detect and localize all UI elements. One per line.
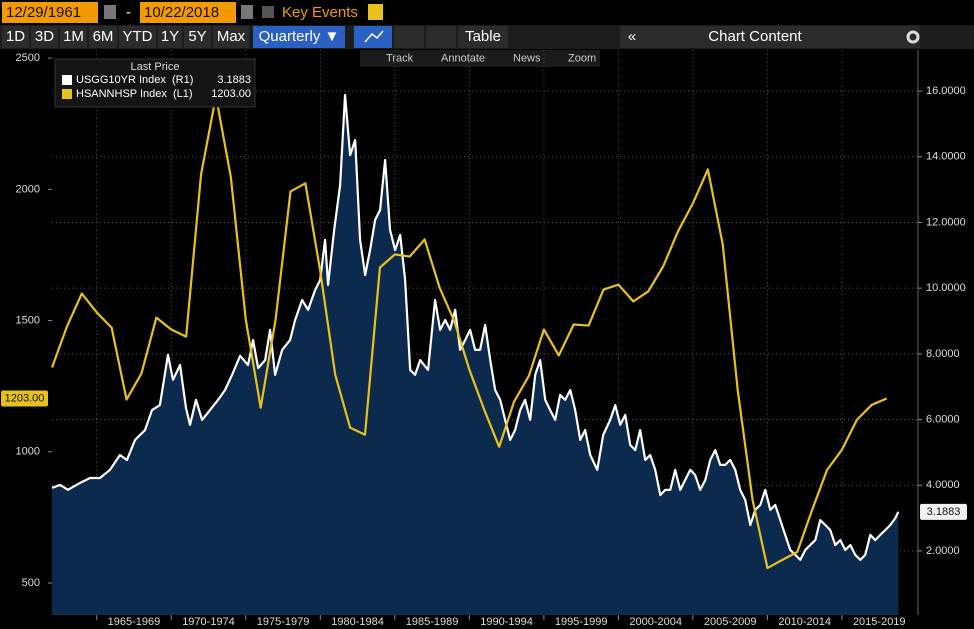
y2-tick-label: 16.0000	[926, 85, 966, 97]
range-button[interactable]	[31, 26, 58, 48]
legend-value: 3.1883	[217, 74, 251, 86]
y-tick-label: 500	[22, 577, 40, 589]
range-button[interactable]	[158, 26, 182, 48]
range-label[interactable]: 1Y	[161, 28, 179, 45]
last-price-tag	[1, 390, 48, 407]
range-label[interactable]: 5Y	[188, 28, 206, 45]
range-label[interactable]: 3D	[35, 28, 54, 45]
last-price-tag	[920, 503, 967, 520]
y2-tick-label: 4.0000	[926, 479, 960, 491]
start-date-box[interactable]	[2, 2, 98, 23]
y-tick-label: 2000	[16, 183, 40, 195]
line-chart-button[interactable]	[354, 26, 392, 48]
y-tick-label: 1500	[16, 314, 40, 326]
x-tick-label: 1980-1984	[331, 616, 384, 628]
area	[52, 95, 899, 615]
frequency-button[interactable]	[253, 26, 345, 48]
tool[interactable]: Zoom	[568, 52, 596, 64]
x-tick-label: 1970-1974	[182, 616, 235, 628]
legend-label: HSANNHSP Index (L1)	[76, 88, 193, 100]
info-icon[interactable]	[368, 4, 383, 20]
y-tick-label: 2500	[16, 52, 40, 64]
collapse[interactable]: «	[628, 28, 636, 45]
legend-swatch	[62, 89, 72, 99]
tools-bar	[360, 50, 600, 67]
range-button[interactable]	[119, 26, 156, 48]
legend-title: Last Price	[131, 61, 180, 73]
range-label[interactable]: 1M	[63, 28, 84, 45]
table-button[interactable]	[458, 26, 508, 48]
x-tick-label: 1975-1979	[257, 616, 310, 628]
range-button[interactable]	[89, 26, 117, 48]
date-separator: -	[126, 4, 131, 21]
last-price-tag-label: 1203.00	[5, 392, 45, 404]
legend-value: 1203.00	[211, 88, 251, 100]
line	[51, 93, 900, 561]
range-label[interactable]: Max	[217, 28, 246, 45]
range-label[interactable]: 6M	[93, 28, 114, 45]
y2-tick-label: 12.0000	[926, 216, 966, 228]
y2-tick-label: 2.0000	[926, 545, 960, 557]
line	[50, 95, 888, 570]
settings-icon[interactable]	[906, 30, 920, 44]
legend	[54, 58, 256, 108]
x-tick-label: 2015-2019	[853, 616, 906, 628]
calendar-icon[interactable]	[104, 5, 116, 19]
y2-tick-label: 10.0000	[926, 282, 966, 294]
range-label[interactable]: 1D	[6, 28, 25, 45]
legend-swatch	[62, 75, 72, 85]
end-date[interactable]: 10/22/2018	[144, 4, 219, 21]
range-button[interactable]	[2, 26, 29, 48]
tool[interactable]: News	[513, 52, 541, 64]
tool[interactable]: Annotate	[441, 52, 485, 64]
x-tick-label: 2000-2004	[629, 616, 682, 628]
start-date[interactable]: 12/29/1961	[6, 4, 81, 21]
x-tick-label: 2005-2009	[704, 616, 757, 628]
x-tick-label: 1985-1989	[406, 616, 459, 628]
y2-tick-label: 6.0000	[926, 413, 960, 425]
y-tick-label: 1000	[16, 446, 40, 458]
x-tick-label: 1990-1994	[480, 616, 533, 628]
range-button[interactable]	[60, 26, 87, 48]
scatter-button[interactable]	[426, 26, 456, 48]
range-button[interactable]	[213, 26, 249, 48]
range-button[interactable]	[184, 26, 211, 48]
bar-chart-button[interactable]	[394, 26, 424, 48]
x-tick-label: 2010-2014	[778, 616, 831, 628]
x-tick-label: 1995-1999	[555, 616, 608, 628]
y2-tick-label: 14.0000	[926, 151, 966, 163]
end-date-box[interactable]	[140, 2, 236, 23]
content-bar	[620, 26, 920, 48]
checkbox[interactable]	[262, 6, 274, 18]
table[interactable]: Table	[465, 28, 501, 45]
last-price-tag-label: 3.1883	[927, 506, 961, 518]
frequency[interactable]: Quarterly ▼	[259, 28, 340, 45]
legend-label: USGG10YR Index (R1)	[76, 74, 193, 86]
range-label[interactable]: YTD	[123, 28, 153, 45]
x-tick-label: 1965-1969	[108, 616, 161, 628]
key-events[interactable]: Key Events	[282, 4, 358, 21]
calendar-icon[interactable]	[241, 5, 253, 19]
tool[interactable]: Track	[386, 52, 414, 64]
chart-content[interactable]: Chart Content	[708, 28, 802, 45]
y2-tick-label: 8.0000	[926, 348, 960, 360]
line-icon	[364, 30, 384, 43]
